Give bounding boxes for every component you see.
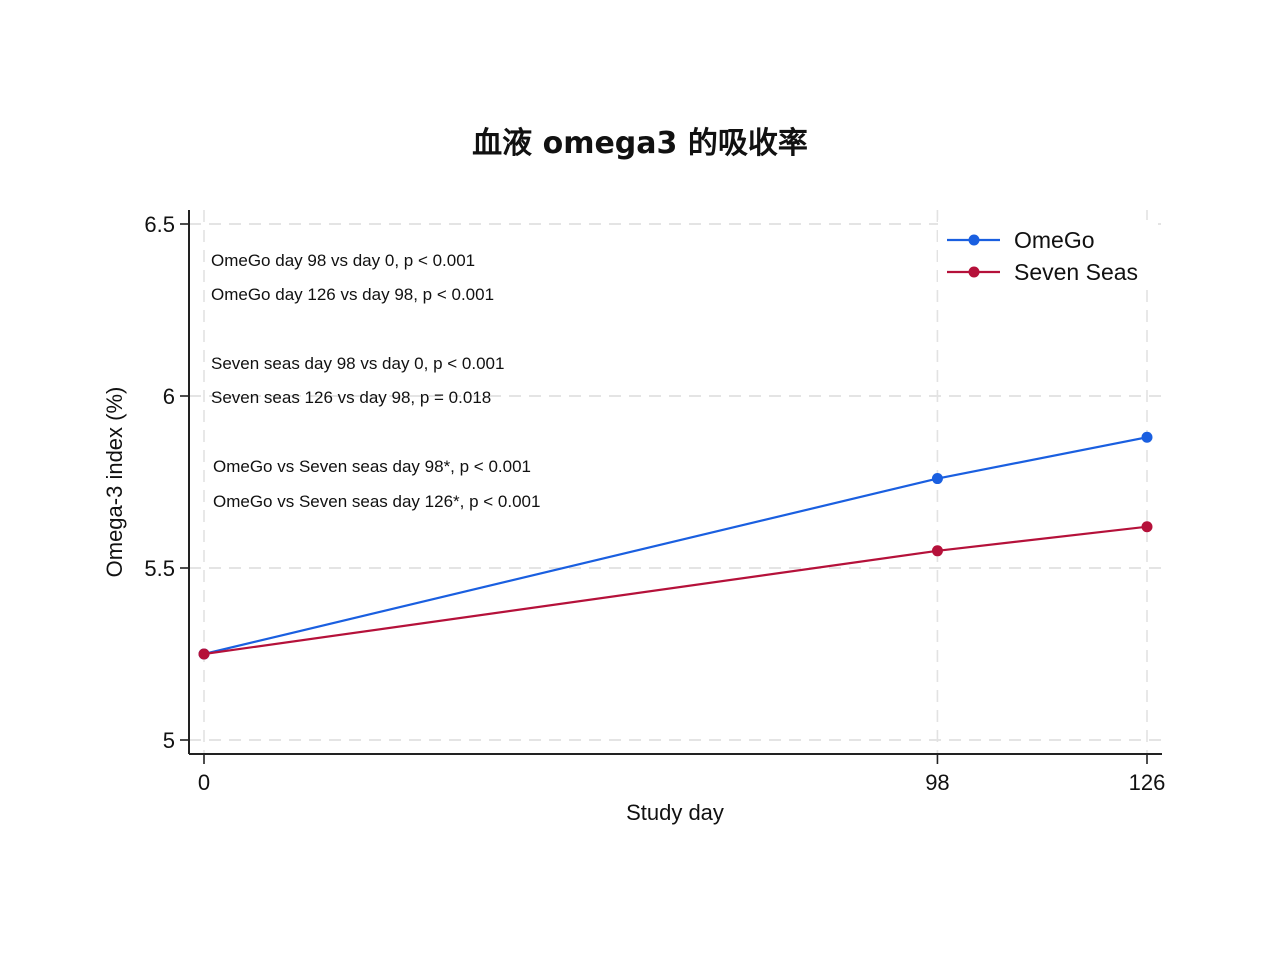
y-axis-label: Omega-3 index (%) xyxy=(102,387,127,578)
annotation-text: OmeGo day 126 vs day 98, p < 0.001 xyxy=(211,285,494,304)
chart-title: 血液 omega3 的吸收率 xyxy=(472,126,808,161)
y-tick-label: 6.5 xyxy=(144,212,175,237)
data-point-omego xyxy=(1141,431,1153,443)
x-tick-label: 0 xyxy=(198,770,210,795)
data-point-seven-seas xyxy=(1141,521,1153,533)
series-line-seven-seas xyxy=(203,525,1148,656)
y-tick-label: 5 xyxy=(163,728,175,753)
data-point-seven-seas xyxy=(198,648,210,660)
annotation-text: OmeGo vs Seven seas day 126*, p < 0.001 xyxy=(213,492,540,511)
annotation-text: OmeGo vs Seven seas day 98*, p < 0.001 xyxy=(213,457,531,476)
data-point-seven-seas xyxy=(931,545,943,557)
data-point-omego xyxy=(931,473,943,485)
annotation-text: Seven seas day 98 vs day 0, p < 0.001 xyxy=(211,354,504,373)
legend-box xyxy=(938,220,1158,290)
x-tick-label: 98 xyxy=(925,770,949,795)
annotation-text: Seven seas 126 vs day 98, p = 0.018 xyxy=(211,388,491,407)
x-axis-label: Study day xyxy=(626,800,724,825)
y-tick-label: 5.5 xyxy=(144,556,175,581)
legend-marker-icon xyxy=(968,234,980,246)
x-tick-label: 126 xyxy=(1129,770,1166,795)
legend-marker-icon xyxy=(968,266,980,278)
y-tick-label: 6 xyxy=(163,384,175,409)
legend-label: OmeGo xyxy=(1014,227,1095,253)
annotation-text: OmeGo day 98 vs day 0, p < 0.001 xyxy=(211,251,475,270)
legend-label: Seven Seas xyxy=(1014,259,1138,285)
